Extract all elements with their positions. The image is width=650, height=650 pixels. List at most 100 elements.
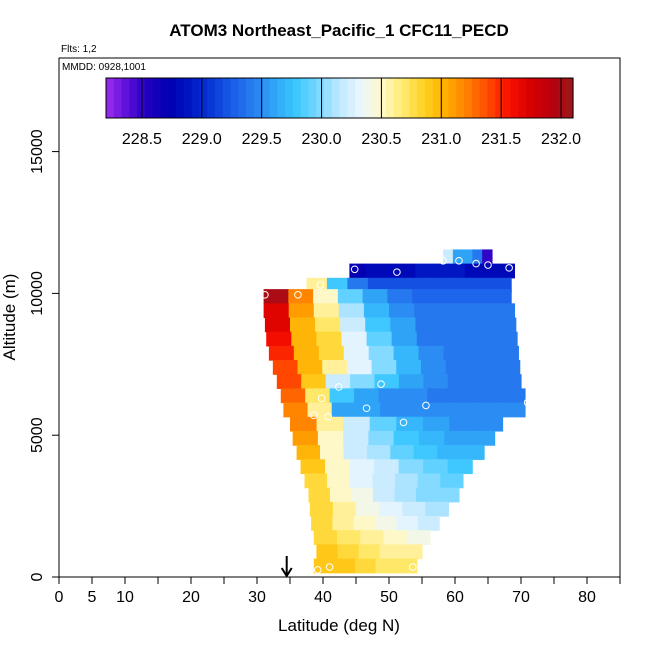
- y-axis-label: Altitude (m): [0, 274, 19, 361]
- curtain-cell: [461, 289, 487, 304]
- x-tick-label: 0: [55, 589, 64, 606]
- colorbar-cell: [316, 78, 325, 118]
- curtain-cell: [443, 345, 470, 361]
- curtain-cell: [366, 445, 391, 460]
- curtain-cell: [476, 388, 502, 404]
- curtain-cell: [437, 445, 462, 460]
- colorbar-cell: [510, 78, 520, 118]
- x-tick-label: 5: [88, 589, 97, 606]
- curtain-cell: [315, 317, 341, 333]
- y-tick-label: 0: [29, 572, 46, 581]
- curtain-cell: [276, 374, 302, 389]
- curtain-cell: [436, 289, 463, 304]
- curtain-cell: [418, 345, 445, 361]
- curtain-cell: [490, 317, 517, 333]
- curtain-cell: [365, 263, 383, 279]
- sample-point: [261, 291, 269, 299]
- curtain-cell: [470, 277, 492, 293]
- curtain-cell: [325, 374, 351, 389]
- x-axis: 0 5 10 20 30 40 50 60 70 80: [55, 577, 621, 606]
- colorbar-cell: [502, 78, 512, 118]
- colorbar-cell: [191, 78, 200, 118]
- curtain-cell: [341, 331, 368, 347]
- colorbar-cell: [549, 78, 559, 118]
- x-tick-label: 10: [116, 589, 134, 606]
- curtain-cell: [406, 530, 431, 545]
- curtain-cell: [402, 388, 428, 404]
- curtain-cell: [325, 459, 351, 475]
- curtain-cell: [372, 487, 396, 503]
- curtain-cell: [379, 501, 403, 517]
- sample-point: [316, 281, 325, 289]
- colorbar-cell: [401, 78, 411, 118]
- y-tick-label: 10000: [29, 271, 46, 316]
- curtain-cell: [374, 459, 400, 475]
- curtain-cell: [416, 331, 443, 347]
- curtain-cell: [439, 303, 465, 319]
- curtain-cell: [374, 374, 400, 389]
- curtain-cell: [351, 487, 374, 503]
- curtain-cell: [444, 430, 470, 446]
- curtain-cell: [369, 416, 397, 432]
- curtain-cell: [383, 530, 408, 545]
- curtain-cell: [447, 374, 473, 389]
- colorbar-cell: [199, 78, 208, 118]
- colorbar-cell: [355, 78, 364, 118]
- curtain-cell: [429, 277, 451, 293]
- curtain-cell: [391, 331, 418, 347]
- curtain-cell: [362, 289, 388, 304]
- curtain-cell: [404, 402, 429, 418]
- curtain-cell: [329, 487, 353, 503]
- sample-point: [317, 394, 326, 403]
- curtain-cell: [396, 360, 422, 375]
- x-tick-label: 30: [248, 589, 266, 606]
- curtain-cell: [290, 416, 318, 432]
- colorbar-cell: [409, 78, 418, 118]
- curtain-cell: [466, 331, 493, 347]
- curtain-cell: [398, 263, 416, 279]
- sample-point: [350, 265, 359, 274]
- colorbar-cell: [479, 78, 488, 118]
- sample-point: [484, 261, 492, 269]
- curtain-cell: [464, 303, 490, 319]
- colorbar-cell: [464, 78, 473, 118]
- curtain-cell: [387, 289, 413, 304]
- curtain-cell: [353, 516, 376, 531]
- curtain-cell: [332, 516, 355, 531]
- curtain-cell: [425, 501, 449, 517]
- curtain-cell: [337, 289, 364, 304]
- curtain-cell: [428, 402, 454, 418]
- curtain-cell: [368, 345, 395, 361]
- curtain-cell: [355, 402, 381, 418]
- curtain-cell: [354, 558, 377, 574]
- curtain-cell: [356, 501, 380, 517]
- curtain-cell: [313, 289, 339, 304]
- curtain-cell: [393, 430, 420, 446]
- curtain-cell: [337, 544, 360, 560]
- colorbar-cell: [417, 78, 426, 118]
- curtain-cell: [447, 459, 473, 475]
- sample-point: [472, 259, 480, 268]
- curtain-cell: [263, 303, 290, 319]
- curtain-cell: [372, 473, 396, 489]
- sample-point: [455, 256, 463, 265]
- sample-point: [362, 404, 371, 413]
- colorbar-cell: [386, 78, 395, 118]
- colorbar-cell: [362, 78, 372, 118]
- curtain-cell: [293, 345, 320, 361]
- colorbar-cell: [152, 78, 162, 118]
- colorbar-cell: [129, 78, 138, 118]
- curtain-cell: [472, 249, 483, 265]
- sample-point: [422, 401, 430, 410]
- curtain-cell: [443, 249, 454, 265]
- colorbar-cell: [292, 78, 302, 118]
- colorbar-cell: [253, 78, 263, 118]
- colorbar-cell: [425, 78, 434, 118]
- curtain-cell: [437, 487, 460, 503]
- curtain-cell: [448, 263, 466, 279]
- curtain-cell: [297, 360, 323, 375]
- curtain-cell: [423, 459, 449, 475]
- curtain-cell: [398, 374, 424, 389]
- curtain-cell: [423, 374, 449, 389]
